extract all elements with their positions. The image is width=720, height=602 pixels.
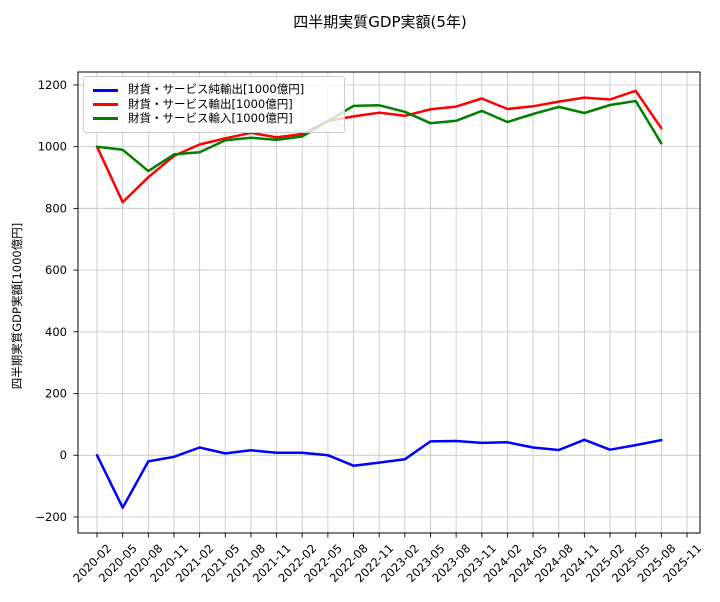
series-line-1 bbox=[95, 89, 663, 204]
legend-label: 財貨・サービス輸入[1000億円] bbox=[128, 111, 293, 126]
axis-ticks bbox=[73, 84, 688, 538]
y-tick-labels: −200 0 200 400 600 800 1000 1200 bbox=[35, 78, 67, 524]
y-axis-label: 四半期実質GDP実額[1000億円] bbox=[10, 222, 24, 390]
y-tick-label: 800 bbox=[45, 201, 67, 215]
series-line-2 bbox=[95, 99, 663, 173]
y-tick-label: 600 bbox=[45, 263, 67, 277]
legend-item-imports: 財貨・サービス輸入[1000億円] bbox=[93, 112, 344, 126]
legend-item-net-exports: 財貨・サービス純輸出[1000億円] bbox=[93, 83, 344, 97]
gridlines bbox=[78, 72, 700, 533]
legend-line-sample-blue bbox=[93, 88, 118, 92]
y-tick-label: 1200 bbox=[38, 78, 67, 92]
y-tick-label: 1000 bbox=[38, 140, 67, 154]
y-tick-label: 0 bbox=[60, 448, 67, 462]
chart-title: 四半期実質GDP実額(5年) bbox=[293, 13, 467, 31]
y-tick-label: 200 bbox=[45, 387, 67, 401]
series-line-0 bbox=[95, 438, 663, 509]
legend-line-sample-green bbox=[93, 117, 118, 121]
legend-label: 財貨・サービス輸出[1000億円] bbox=[128, 96, 293, 111]
y-tick-label: −200 bbox=[35, 510, 67, 524]
legend: 財貨・サービス純輸出[1000億円] 財貨・サービス輸出[1000億円] 財貨・… bbox=[83, 76, 345, 133]
y-tick-label: 400 bbox=[45, 325, 67, 339]
legend-label: 財貨・サービス純輸出[1000億円] bbox=[128, 82, 305, 97]
legend-item-exports: 財貨・サービス輸出[1000億円] bbox=[93, 97, 344, 111]
x-tick-labels: 2020-022020-052020-082020-112021-022021-… bbox=[70, 541, 704, 585]
legend-line-sample-red bbox=[93, 102, 118, 106]
plot-frame bbox=[77, 71, 701, 534]
